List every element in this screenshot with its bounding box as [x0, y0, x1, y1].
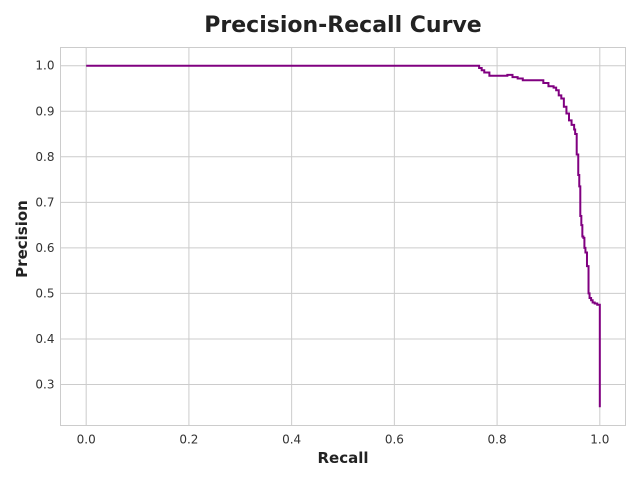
- y-axis-ticks: 0.3 0.4 0.5 0.6 0.7 0.8 0.9 1.0: [35, 59, 54, 392]
- y-tick-label: 0.5: [35, 286, 54, 300]
- y-tick-label: 0.6: [35, 241, 54, 255]
- x-tick-label: 0.0: [77, 433, 96, 447]
- x-axis-label: Recall: [317, 449, 368, 467]
- precision-recall-line: [86, 64, 601, 408]
- x-tick-label: 0.4: [282, 433, 301, 447]
- y-tick-label: 0.7: [35, 195, 54, 209]
- x-tick-label: 0.6: [385, 433, 404, 447]
- x-tick-label: 0.2: [179, 433, 198, 447]
- x-axis-ticks: 0.0 0.2 0.4 0.6 0.8 1.0: [77, 433, 610, 447]
- y-tick-label: 1.0: [35, 59, 54, 73]
- y-axis-label: Precision: [13, 200, 31, 278]
- series-group: [86, 64, 601, 408]
- y-tick-label: 0.4: [35, 332, 54, 346]
- chart-title: Precision-Recall Curve: [204, 13, 481, 38]
- plot-frame: [60, 47, 626, 426]
- x-tick-label: 1.0: [590, 433, 609, 447]
- y-tick-label: 0.9: [35, 104, 54, 118]
- grid: [60, 47, 626, 426]
- y-tick-label: 0.8: [35, 150, 54, 164]
- x-tick-label: 0.8: [488, 433, 507, 447]
- y-tick-label: 0.3: [35, 378, 54, 392]
